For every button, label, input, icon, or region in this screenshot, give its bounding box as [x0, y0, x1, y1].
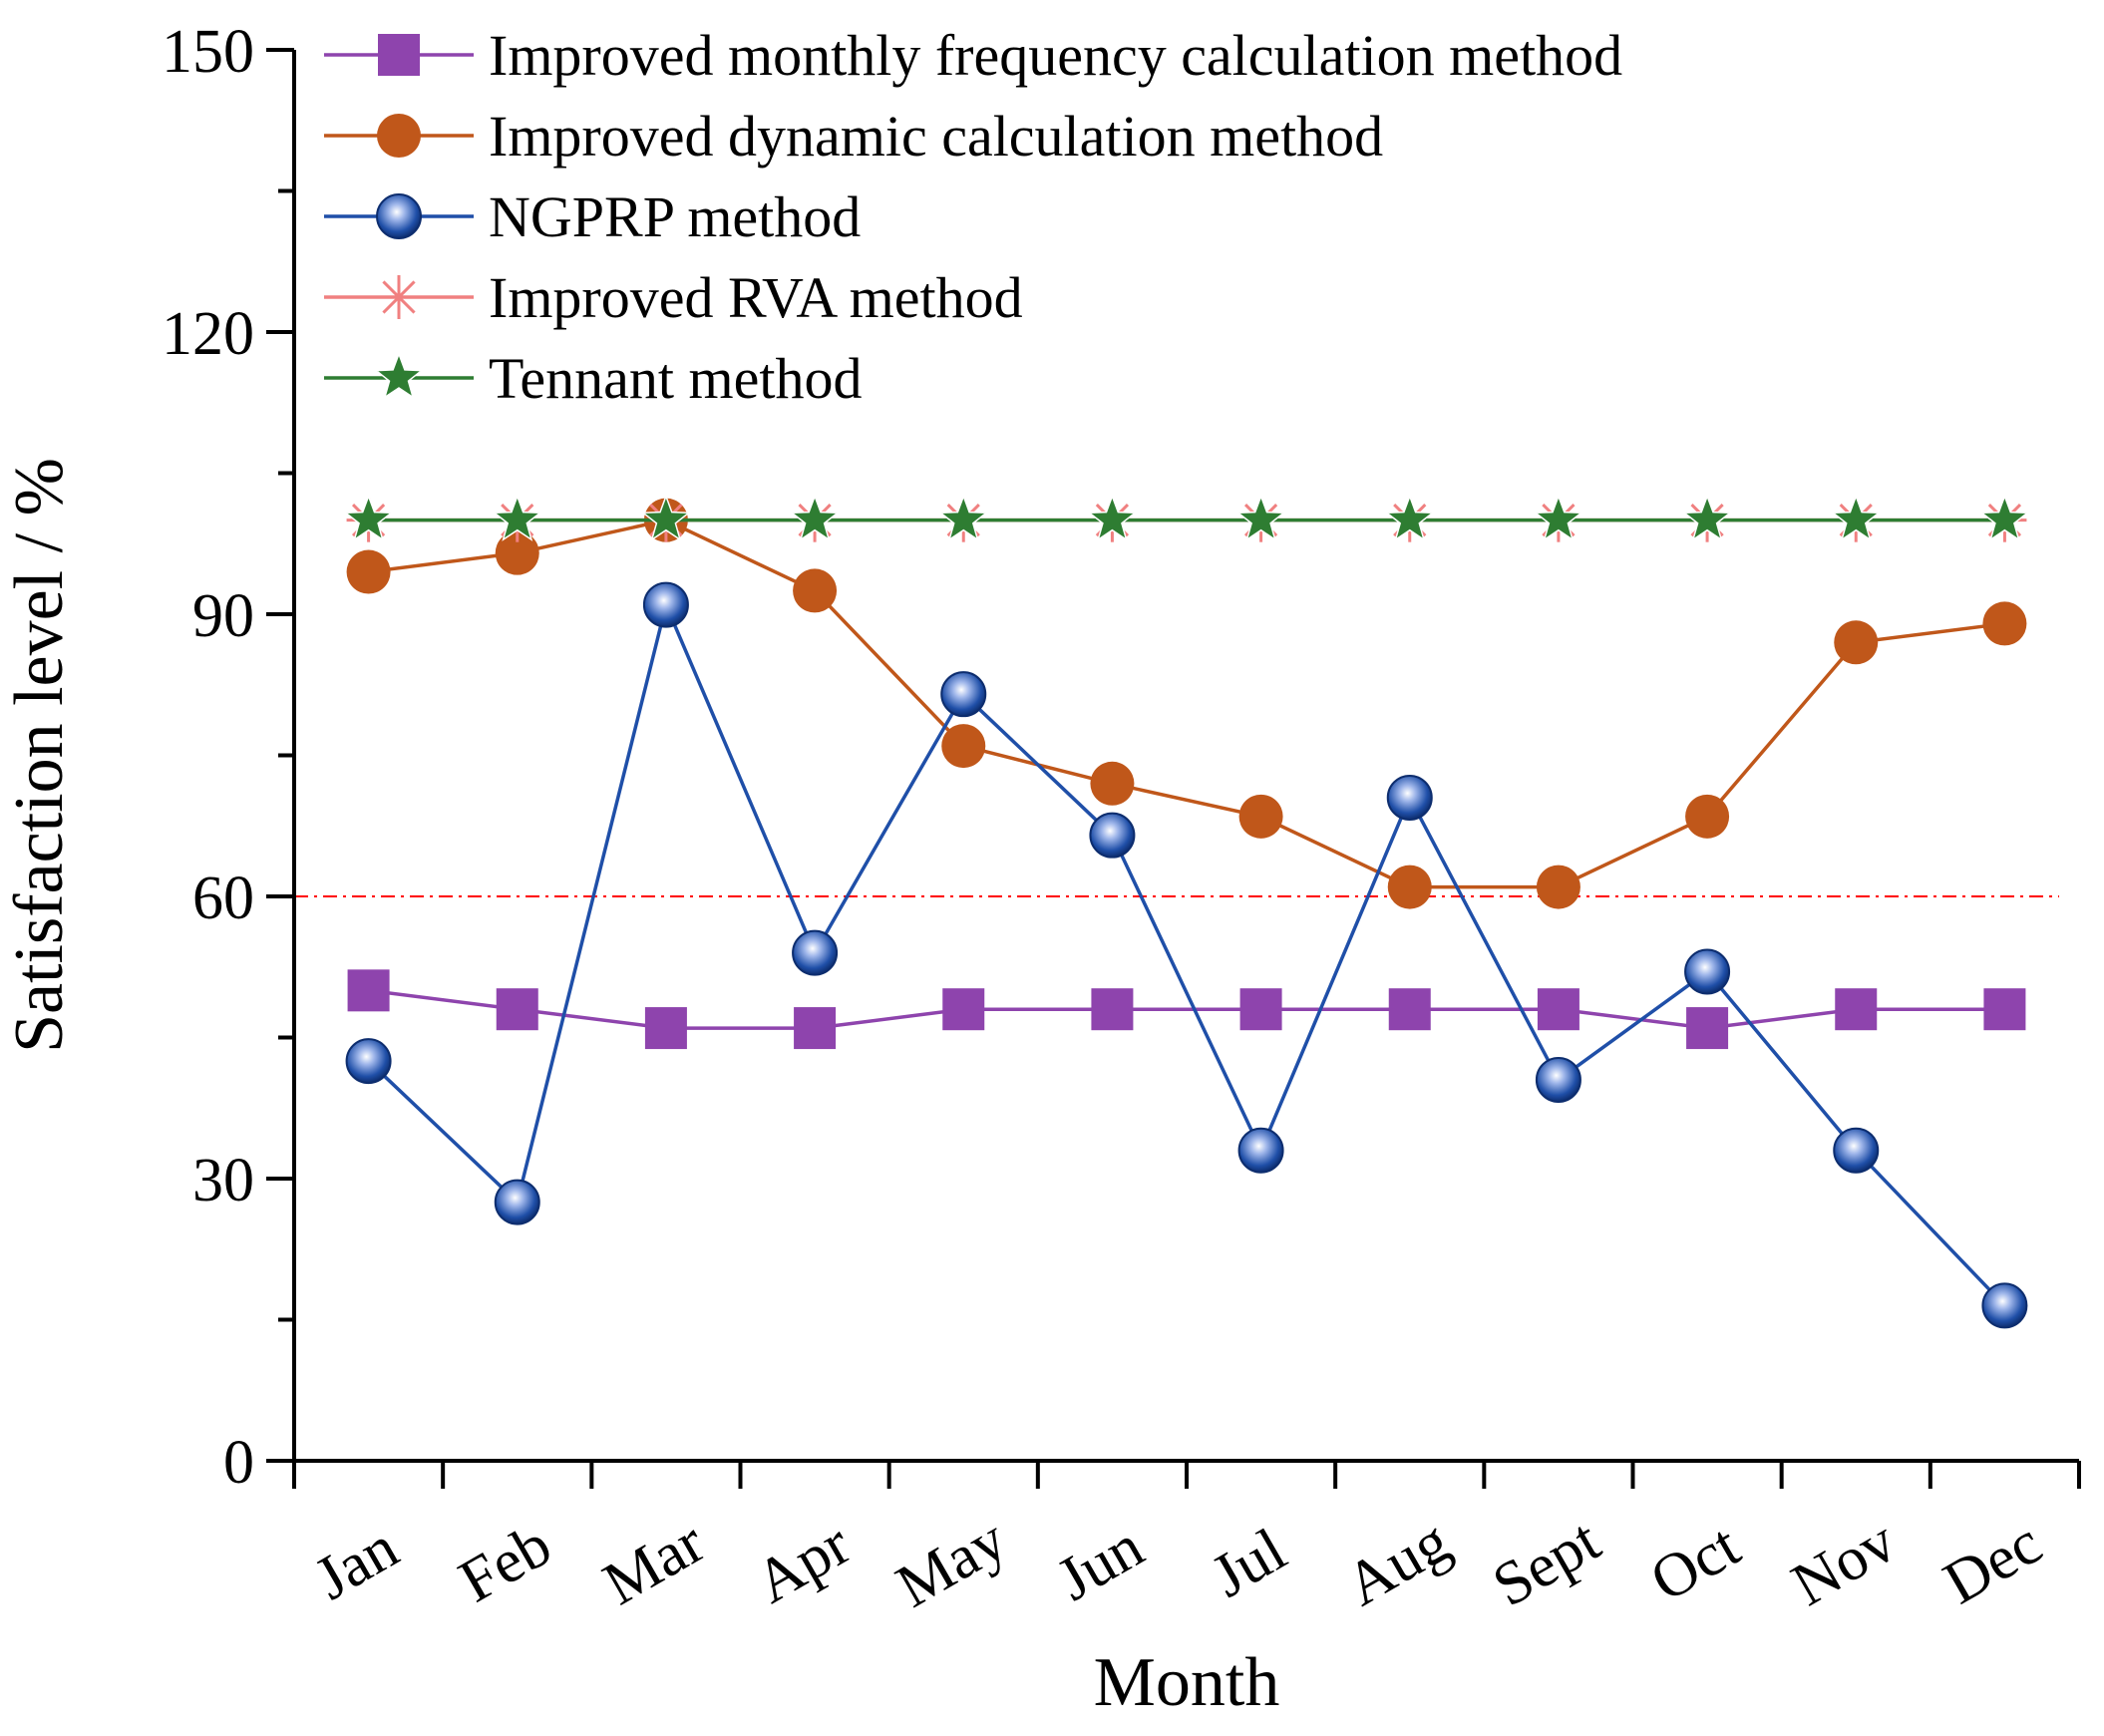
- asterisk-stroke: [382, 280, 416, 314]
- data-point: [1388, 988, 1431, 1031]
- x-tick-label: Jul: [1201, 1516, 1297, 1610]
- data-point: [1238, 794, 1283, 839]
- legend-marker: [376, 193, 422, 239]
- legend-label: NGPRP method: [489, 184, 861, 249]
- x-tick-label: Apr: [744, 1510, 862, 1616]
- series-4: [343, 494, 2030, 541]
- y-tick-label: 90: [192, 582, 254, 650]
- x-tick-label: Sept: [1482, 1507, 1610, 1620]
- series-line: [368, 518, 2005, 889]
- x-tick-label: Jan: [304, 1514, 410, 1613]
- data-point: [1684, 948, 1731, 995]
- y-tick-label: 60: [192, 865, 254, 932]
- series-0: [347, 969, 2026, 1050]
- data-point: [642, 581, 689, 628]
- data-point: [1387, 865, 1432, 909]
- data-point: [1089, 812, 1136, 859]
- data-point: [940, 671, 987, 718]
- x-tick-label: May: [885, 1506, 1017, 1621]
- data-point: [1981, 1282, 2028, 1329]
- data-point: [1384, 494, 1435, 541]
- data-point: [1686, 1007, 1729, 1050]
- data-point: [1536, 865, 1580, 909]
- data-point: [1087, 494, 1138, 541]
- data-point: [1235, 494, 1286, 541]
- legend-marker: [374, 351, 424, 400]
- series-2: [345, 581, 2028, 1329]
- data-point: [345, 1038, 392, 1085]
- data-point: [942, 988, 985, 1031]
- data-point: [1239, 988, 1282, 1031]
- data-point: [492, 494, 542, 541]
- x-tick-label: Oct: [1639, 1512, 1751, 1615]
- legend-item: Tennant method: [324, 346, 862, 411]
- series-line: [367, 599, 2006, 1307]
- series-line: [368, 988, 2005, 1030]
- data-point: [346, 549, 391, 594]
- data-point: [938, 494, 989, 541]
- data-point: [793, 568, 838, 613]
- legend-item: Improved monthly frequency calculation m…: [324, 23, 1622, 88]
- data-point: [1537, 988, 1579, 1031]
- y-tick-label: 150: [162, 18, 254, 86]
- data-point: [1833, 1127, 1880, 1174]
- data-point: [644, 1007, 687, 1050]
- legend-marker: [377, 275, 421, 319]
- legend-label: Tennant method: [489, 346, 862, 411]
- data-point: [1090, 761, 1135, 806]
- data-point: [1685, 794, 1730, 839]
- x-tick-label: Nov: [1781, 1508, 1907, 1619]
- y-tick-label: 120: [162, 300, 254, 368]
- data-point: [1831, 494, 1882, 541]
- legend-item: Improved dynamic calculation method: [324, 104, 1383, 169]
- data-point: [1237, 1127, 1284, 1174]
- legend-label: Improved RVA method: [489, 265, 1023, 330]
- data-point: [1386, 774, 1433, 821]
- legend-label: Improved monthly frequency calculation m…: [489, 23, 1622, 88]
- data-point: [1834, 620, 1879, 665]
- data-point: [1983, 988, 2026, 1031]
- data-point: [792, 929, 839, 976]
- legend-item: Improved RVA method: [324, 265, 1023, 330]
- data-point: [343, 494, 394, 541]
- data-point: [1835, 988, 1878, 1031]
- data-point: [790, 494, 840, 541]
- x-axis-title: Month: [1094, 1644, 1280, 1721]
- y-axis-title: Satisfaction level / %: [1, 458, 78, 1053]
- legend-item: NGPRP method: [324, 184, 861, 249]
- data-point: [347, 969, 390, 1012]
- data-point: [1535, 1056, 1581, 1103]
- x-tick-label: Jun: [1046, 1513, 1155, 1614]
- data-point: [641, 494, 691, 541]
- legend-label: Improved dynamic calculation method: [489, 104, 1383, 169]
- data-point: [1534, 494, 1583, 541]
- y-tick-label: 0: [223, 1429, 254, 1497]
- data-point: [1982, 601, 2027, 646]
- data-point: [941, 724, 986, 769]
- data-point: [794, 1007, 837, 1050]
- data-point: [494, 1179, 540, 1225]
- data-point: [1091, 988, 1134, 1031]
- data-point: [495, 530, 539, 575]
- x-tick-label: Aug: [1335, 1508, 1461, 1619]
- y-tick-label: 30: [192, 1147, 254, 1215]
- x-tick-label: Mar: [592, 1508, 716, 1618]
- legend-marker: [378, 34, 420, 76]
- data-point: [496, 988, 538, 1031]
- x-tick-label: Feb: [448, 1511, 562, 1615]
- series-1: [346, 498, 2027, 909]
- data-point: [1682, 494, 1732, 541]
- data-point: [1979, 494, 2030, 541]
- legend-marker: [377, 114, 421, 158]
- x-tick-label: Dec: [1932, 1509, 2052, 1617]
